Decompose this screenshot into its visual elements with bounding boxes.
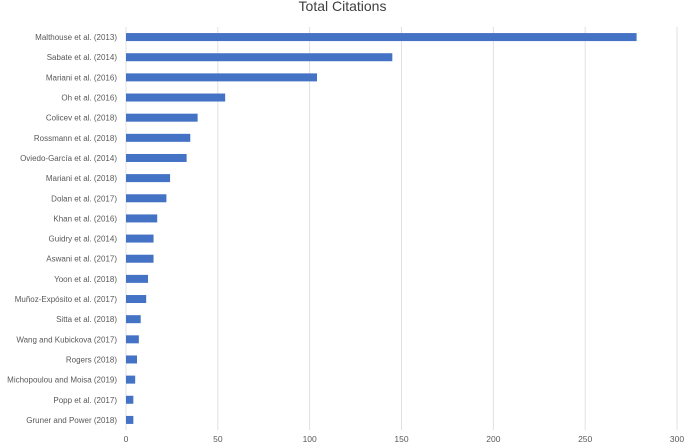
category-label: Malthouse et al. (2013)	[35, 33, 117, 42]
bar	[126, 274, 149, 283]
category-label: Rogers (2018)	[66, 355, 117, 364]
category-label: Oviedo-García et al. (2014)	[20, 154, 117, 163]
bar	[126, 133, 191, 142]
category-label: Khan et al. (2016)	[53, 214, 117, 223]
category-label: Mariani et al. (2018)	[46, 174, 117, 183]
bar	[126, 234, 154, 243]
x-tick-label: 50	[213, 434, 223, 444]
category-label: Rossmann et al. (2018)	[34, 134, 117, 143]
bar	[126, 53, 393, 62]
bar	[126, 375, 136, 384]
category-label: Wang and Kubickova (2017)	[16, 335, 117, 344]
x-tick-label: 100	[303, 434, 317, 444]
bar	[126, 214, 158, 223]
bar	[126, 153, 187, 162]
category-label: Sabate et al. (2014)	[47, 53, 118, 62]
x-tick-label: 300	[670, 434, 684, 444]
bar	[126, 395, 134, 404]
x-tick-label: 0	[124, 434, 129, 444]
bar	[126, 335, 139, 344]
category-label: Dolan et al. (2017)	[51, 194, 117, 203]
category-label: Sitta et al. (2018)	[56, 315, 117, 324]
x-tick-label: 150	[394, 434, 408, 444]
category-label: Guidry et al. (2014)	[49, 235, 118, 244]
bar	[126, 315, 141, 324]
bar	[126, 194, 167, 203]
bar	[126, 73, 318, 82]
bar	[126, 254, 154, 263]
category-label: Popp et al. (2017)	[53, 396, 117, 405]
gridlines	[125, 27, 678, 430]
x-tick-label: 200	[486, 434, 500, 444]
x-tick-label: 250	[578, 434, 592, 444]
category-label: Aswani et al. (2017)	[46, 255, 117, 264]
category-labels: Malthouse et al. (2013) Sabate et al. (20…	[7, 33, 117, 425]
chart-title: Total Citations	[299, 0, 387, 14]
bar	[126, 355, 138, 364]
bar	[126, 415, 134, 424]
bar	[126, 174, 171, 183]
bars	[126, 33, 637, 424]
x-axis-tick-labels: 0 50 100 150 200 250 300	[124, 434, 685, 444]
bar	[126, 113, 198, 122]
category-label: Yoon et al. (2018)	[54, 275, 117, 284]
category-label: Oh et al. (2016)	[61, 94, 117, 103]
category-label: Michopoulou and Moisa (2019)	[7, 376, 117, 385]
bar	[126, 93, 226, 102]
category-label: Muñoz-Expósito et al. (2017)	[15, 295, 118, 304]
bar	[126, 295, 147, 304]
bar	[126, 33, 637, 42]
category-label: Gruner and Power (2018)	[26, 416, 117, 425]
category-label: Colicev et al. (2018)	[46, 114, 117, 123]
category-label: Mariani et al. (2016)	[46, 73, 117, 82]
